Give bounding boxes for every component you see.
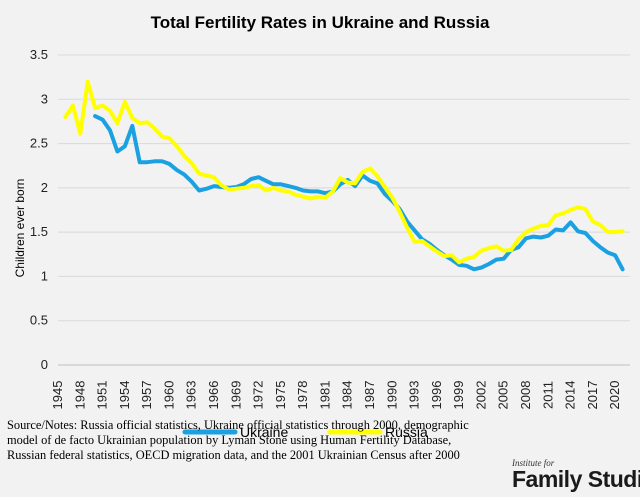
x-tick-label: 1960: [161, 381, 176, 410]
x-tick-label: 2008: [518, 381, 533, 410]
y-tick-label: 1.5: [30, 224, 48, 239]
gridlines: [58, 54, 630, 366]
x-tick-label: 1969: [228, 381, 243, 410]
source-note: Source/Notes: Russia official statistics…: [7, 418, 487, 463]
x-tick-label: 2005: [496, 381, 511, 410]
x-tick-label: 1975: [273, 381, 288, 410]
legend: Ukraine Russia: [182, 424, 428, 440]
x-tick-label: 1993: [407, 381, 422, 410]
x-tick-label: 2017: [585, 381, 600, 410]
y-tick-label: 3: [41, 91, 48, 106]
legend-label-russia: Russia: [385, 424, 428, 440]
x-tick-label: 2002: [473, 381, 488, 410]
x-tick-label: 1945: [50, 381, 65, 410]
y-tick-label: 0.5: [30, 313, 48, 328]
x-tick-label: 2014: [563, 381, 578, 410]
source-note-line: model of de facto Ukrainian population b…: [7, 433, 452, 447]
source-note-line: Source/Notes: Russia official statistics…: [7, 418, 469, 432]
x-tick-label: 1978: [295, 381, 310, 410]
x-tick-label: 1996: [429, 381, 444, 410]
logo-tagline: Institute for: [512, 458, 555, 468]
x-tick-label: 1954: [117, 381, 132, 410]
x-tick-label: 1990: [384, 381, 399, 410]
y-axis-title: Children ever born: [13, 179, 27, 278]
x-tick-label: 2020: [607, 381, 622, 410]
x-axis-ticks: 1945 1948 1951 1954 1957 1960 1963 1966 1969 1972…: [50, 381, 622, 410]
y-tick-label: 2: [41, 180, 48, 195]
legend-label-ukraine: Ukraine: [240, 424, 288, 440]
series-line-russia: [63, 79, 625, 265]
y-tick-label: 2.5: [30, 136, 48, 151]
ifs-logo: Institute for Family Studies: [512, 458, 640, 494]
series-lines: [63, 79, 625, 272]
series-line-ukraine: [93, 114, 625, 272]
y-axis-ticks: 0 0.5 1 1.5 2 2.5 3 3.5: [30, 47, 48, 372]
x-tick-label: 1948: [72, 381, 87, 410]
x-tick-label: 1957: [139, 381, 154, 410]
x-tick-label: 1972: [251, 381, 266, 410]
source-note-line: Russian federal statistics, OECD migrati…: [7, 448, 460, 462]
y-tick-label: 0: [41, 357, 48, 372]
x-tick-label: 1966: [206, 381, 221, 410]
x-tick-label: 2011: [540, 381, 555, 409]
chart-title: Total Fertility Rates in Ukraine and Rus…: [151, 13, 490, 32]
x-tick-label: 1981: [317, 381, 332, 410]
y-tick-label: 3.5: [30, 47, 48, 62]
x-tick-label: 1951: [95, 381, 110, 410]
x-tick-label: 1987: [362, 381, 377, 410]
x-tick-label: 1963: [184, 381, 199, 410]
x-tick-label: 1999: [451, 381, 466, 410]
x-tick-label: 1984: [340, 381, 355, 410]
y-tick-label: 1: [41, 268, 48, 283]
logo-wordmark: Family Studies: [512, 466, 640, 492]
